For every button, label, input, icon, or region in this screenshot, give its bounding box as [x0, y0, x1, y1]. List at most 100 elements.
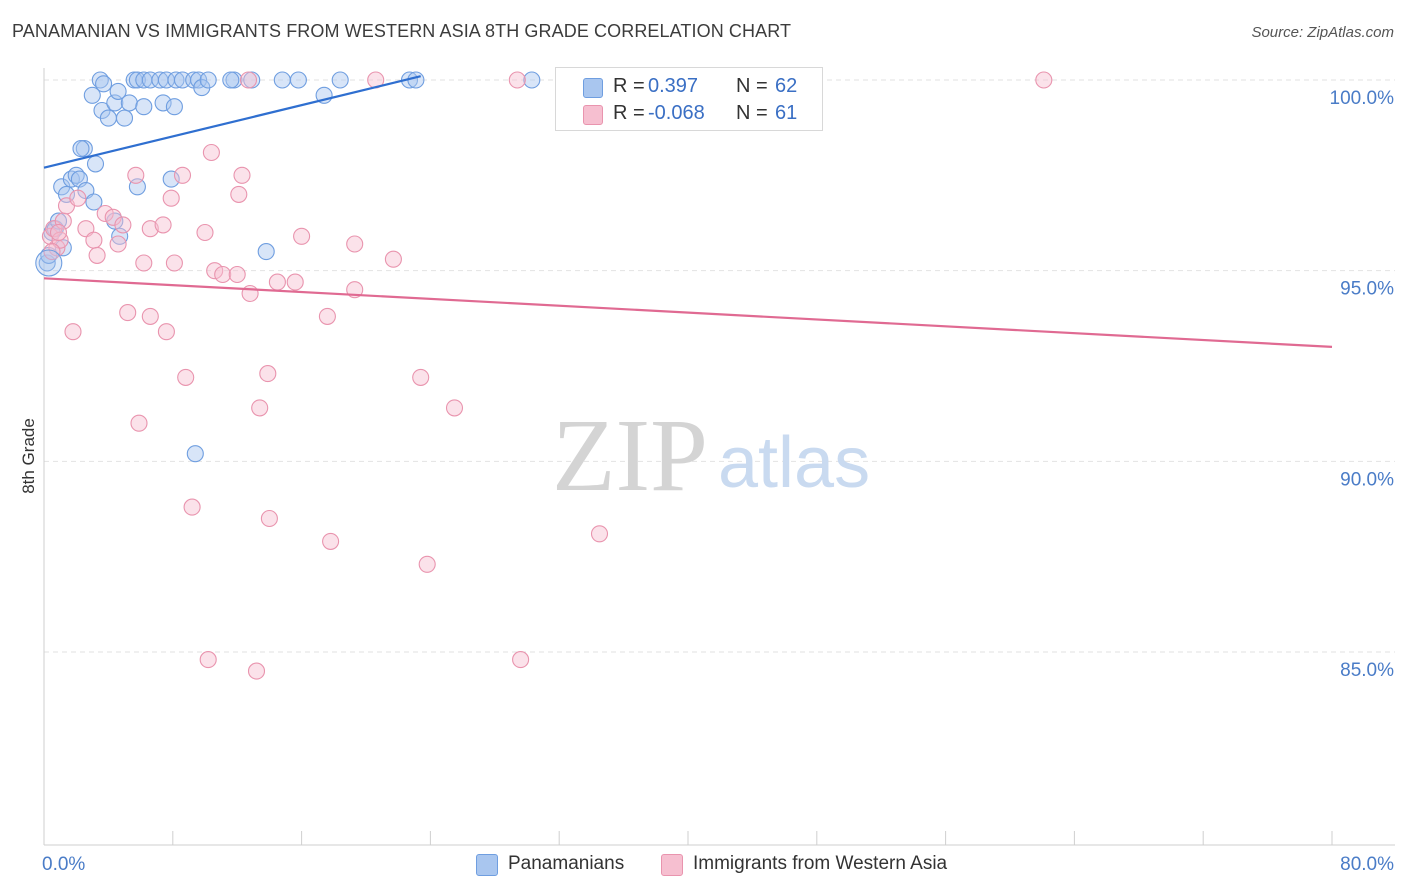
legend-r-label: R = [613, 102, 645, 124]
data-point [85, 193, 103, 211]
data-point [222, 71, 240, 89]
data-point [162, 189, 180, 207]
data-point [331, 71, 349, 89]
y-tick-label: 95.0% [1340, 279, 1394, 300]
data-point [268, 273, 286, 291]
data-point [135, 254, 153, 272]
x-tick-label: 0.0% [42, 854, 85, 875]
data-point [286, 273, 304, 291]
data-point [109, 235, 127, 253]
y-tick-label: 100.0% [1330, 88, 1395, 109]
data-point [95, 75, 113, 93]
watermark-atlas: atlas [718, 423, 870, 503]
data-point [199, 651, 217, 669]
data-point [196, 223, 214, 242]
data-point [86, 155, 105, 173]
data-point [120, 94, 138, 112]
legend-r-value: 0.397 [648, 75, 699, 97]
data-point [177, 368, 195, 386]
legend-n-label: N = [736, 102, 768, 124]
trend-line-western-asia [43, 277, 1333, 348]
series-western-asia [41, 71, 1053, 680]
data-point [72, 140, 90, 158]
bottom-legend-swatch-panamanians [476, 854, 498, 876]
data-point [127, 166, 145, 184]
data-point [162, 170, 180, 188]
legend-n-value: 62 [775, 75, 798, 97]
data-point [167, 71, 185, 89]
data-point [233, 166, 251, 184]
trend-line-panamanians [43, 75, 421, 169]
y-axis-label: 8th Grade [19, 418, 38, 494]
legend-row-western-asia: R = -0.068 N = 61 [556, 100, 822, 128]
data-point [183, 498, 201, 516]
y-tick-label: 90.0% [1340, 469, 1394, 490]
data-point [214, 265, 232, 284]
data-point [128, 71, 146, 89]
series-panamanians [38, 71, 541, 463]
trend-lines [43, 75, 1333, 348]
y-tick-label: 85.0% [1340, 660, 1394, 681]
data-point [590, 525, 609, 543]
data-point [293, 227, 311, 245]
data-point [523, 71, 541, 89]
data-point [154, 216, 172, 234]
source-label: Source: ZipAtlas.com [1251, 24, 1394, 41]
data-point [141, 307, 159, 325]
legend-swatch-western-asia [583, 105, 603, 125]
data-point [407, 71, 425, 89]
stats-legend: R = 0.397 N = 62 R = -0.068 N = 61 [555, 67, 823, 131]
data-point [259, 365, 277, 383]
data-point [206, 262, 224, 280]
bottom-legend-label-western-asia: Immigrants from Western Asia [693, 853, 948, 874]
data-point [165, 254, 183, 272]
data-point [64, 323, 82, 341]
grid-lines [44, 79, 1395, 653]
watermark-zip: ZIP [552, 398, 708, 513]
data-point [412, 368, 430, 386]
bottom-legend-label-panamanians: Panamanians [508, 853, 625, 874]
legend-r-value: -0.068 [648, 102, 705, 124]
data-point [109, 82, 127, 100]
data-point [69, 189, 87, 207]
data-point [165, 98, 183, 116]
data-point [154, 94, 172, 112]
legend-n-value: 61 [775, 102, 798, 124]
data-point [445, 399, 464, 417]
data-point [239, 71, 258, 89]
data-point [96, 204, 114, 223]
data-point [173, 166, 192, 184]
data-point [43, 243, 61, 261]
data-point [130, 414, 148, 432]
data-point [135, 98, 153, 116]
data-point [49, 223, 68, 242]
legend-n-label: N = [736, 75, 768, 97]
data-point [247, 662, 266, 680]
legend-r-label: R = [613, 75, 645, 97]
data-point [508, 71, 526, 89]
data-point [88, 246, 106, 264]
legend-row-panamanians: R = 0.397 N = 62 [556, 73, 822, 101]
data-point [418, 555, 436, 573]
data-point [141, 220, 159, 238]
data-points [35, 71, 1053, 680]
data-point [85, 231, 103, 249]
data-point [199, 71, 217, 89]
data-point [119, 304, 137, 322]
data-point [115, 109, 134, 127]
data-point [202, 143, 220, 162]
data-point [186, 445, 204, 463]
data-point [157, 323, 175, 341]
data-point [251, 399, 269, 417]
data-point [1035, 71, 1053, 89]
data-point [346, 235, 364, 253]
data-point [99, 109, 117, 127]
data-point [83, 86, 101, 104]
x-tick-label: 80.0% [1340, 854, 1394, 875]
data-point [512, 651, 530, 669]
axes [43, 68, 1395, 846]
data-point [322, 532, 340, 550]
data-point [273, 71, 291, 89]
data-point [114, 216, 132, 234]
